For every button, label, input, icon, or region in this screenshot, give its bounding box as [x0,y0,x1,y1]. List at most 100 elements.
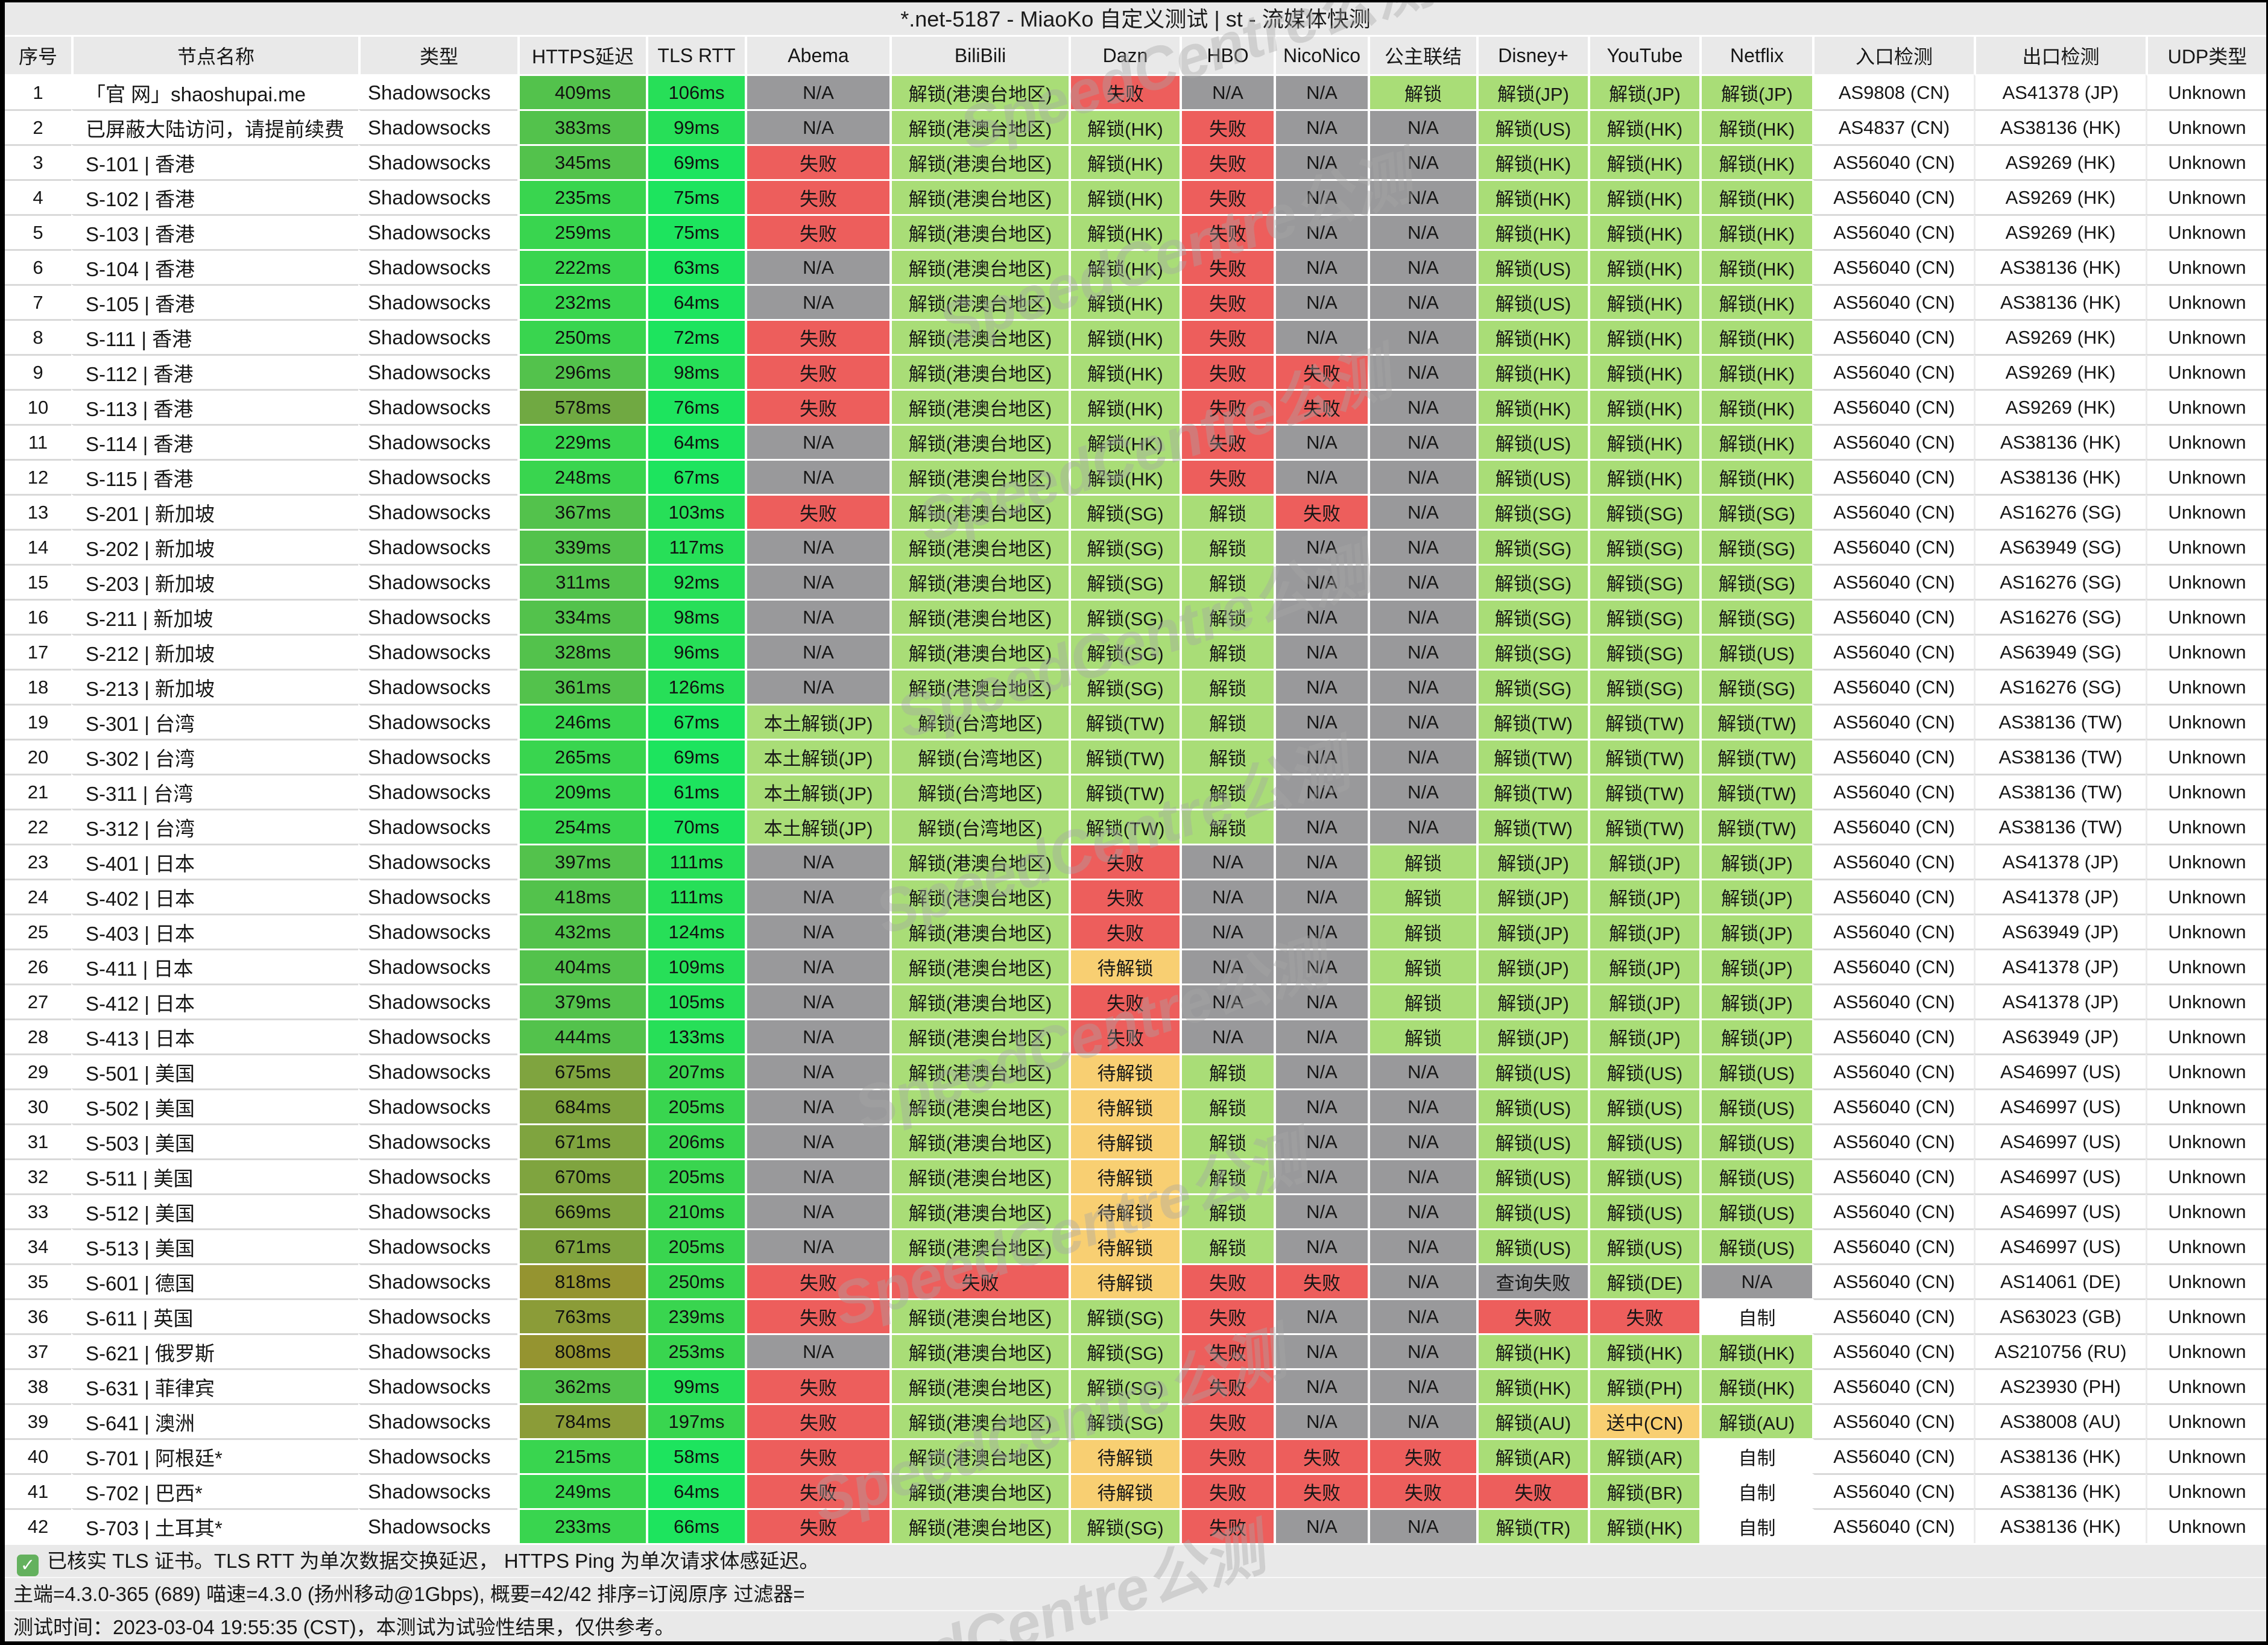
cell-dazn: 待解锁 [1069,949,1180,984]
cell-niconico: N/A [1274,599,1368,634]
cell-niconico: N/A [1274,984,1368,1018]
table-row: 35 S-601 | 德国 Shadowsocks 818ms 250ms 失败 失败 待解锁… [5,1263,2266,1298]
cell-name: S-212 | 新加坡 [71,634,358,669]
cell-hbo: 失败 [1180,459,1274,494]
cell-exit: AS46997 (US) [1974,1193,2146,1228]
cell-netflix: 解锁(HK) [1699,1368,1812,1403]
cell-name: S-503 | 美国 [71,1123,358,1158]
cell-netflix: 解锁(SG) [1699,529,1812,564]
column-header-youtube: YouTube [1588,37,1699,74]
cell-niconico: 失败 [1274,389,1368,424]
cell-entry: AS56040 (CN) [1812,249,1974,284]
table-row: 5 S-103 | 香港 Shadowsocks 259ms 75ms 失败 解锁(港澳台地… [5,214,2266,249]
cell-tls: 69ms [646,739,745,774]
cell-type: Shadowsocks [358,494,517,529]
cell-entry: AS56040 (CN) [1812,1158,1974,1193]
cell-name: S-402 | 日本 [71,879,358,914]
cell-youtube: 解锁(HK) [1588,249,1699,284]
cell-udp: Unknown [2146,1193,2266,1228]
cell-dazn: 待解锁 [1069,1228,1180,1263]
cell-udp: Unknown [2146,319,2266,354]
cell-bilibili: 解锁(港澳台地区) [889,1333,1069,1368]
cell-abema: N/A [745,1228,889,1263]
cell-youtube: 解锁(SG) [1588,599,1699,634]
cell-bilibili: 解锁(台湾地区) [889,739,1069,774]
cell-type: Shadowsocks [358,984,517,1018]
cell-exit: AS38136 (HK) [1974,424,2146,459]
cell-https: 432ms [517,914,646,949]
cell-type: Shadowsocks [358,1228,517,1263]
cell-disney: 解锁(US) [1476,1053,1588,1088]
cell-hbo: 解锁 [1180,1088,1274,1123]
cell-abema: 失败 [745,1403,889,1438]
cell-entry: AS56040 (CN) [1812,389,1974,424]
cell-no: 41 [5,1473,71,1508]
cell-entry: AS56040 (CN) [1812,494,1974,529]
cell-exit: AS16276 (SG) [1974,669,2146,704]
cell-type: Shadowsocks [358,354,517,389]
cell-entry: AS56040 (CN) [1812,1508,1974,1543]
cell-exit: AS41378 (JP) [1974,879,2146,914]
cell-bilibili: 解锁(港澳台地区) [889,984,1069,1018]
table-row: 33 S-512 | 美国 Shadowsocks 669ms 210ms N/A 解锁(港… [5,1193,2266,1228]
cell-tls: 75ms [646,214,745,249]
cell-netflix: 解锁(HK) [1699,424,1812,459]
cell-no: 38 [5,1368,71,1403]
cell-udp: Unknown [2146,879,2266,914]
cell-name: S-302 | 台湾 [71,739,358,774]
column-header-abema: Abema [745,37,889,74]
table-row: 28 S-413 | 日本 Shadowsocks 444ms 133ms N/A 解锁(港… [5,1018,2266,1053]
cell-no: 15 [5,564,71,599]
cell-dazn: 待解锁 [1069,1158,1180,1193]
cell-netflix: 解锁(SG) [1699,669,1812,704]
cell-disney: 解锁(HK) [1476,214,1588,249]
cell-dazn: 解锁(SG) [1069,564,1180,599]
cell-princess: N/A [1368,1333,1476,1368]
cell-name: S-202 | 新加坡 [71,529,358,564]
cell-abema: 失败 [745,1298,889,1333]
cell-udp: Unknown [2146,704,2266,739]
cell-princess: 解锁 [1368,1018,1476,1053]
cell-netflix: 解锁(TW) [1699,809,1812,844]
cell-youtube: 解锁(HK) [1588,214,1699,249]
cell-entry: AS56040 (CN) [1812,669,1974,704]
cell-niconico: N/A [1274,1298,1368,1333]
cell-abema: 失败 [745,1473,889,1508]
column-header-princess: 公主联结 [1368,37,1476,74]
cell-dazn: 失败 [1069,844,1180,879]
cell-exit: AS38136 (HK) [1974,1438,2146,1473]
cell-name: S-311 | 台湾 [71,774,358,809]
cell-princess: N/A [1368,319,1476,354]
cell-udp: Unknown [2146,1508,2266,1543]
table-row: 21 S-311 | 台湾 Shadowsocks 209ms 61ms 本土解锁(JP)… [5,774,2266,809]
cell-niconico: N/A [1274,1018,1368,1053]
cell-youtube: 解锁(JP) [1588,949,1699,984]
table-header: 序号 节点名称 类型 HTTPS延迟 TLS RTT Abema BiliBili Dazn H… [5,37,2266,74]
cell-hbo: 失败 [1180,1403,1274,1438]
cell-exit: AS9269 (HK) [1974,389,2146,424]
cell-princess: N/A [1368,1088,1476,1123]
cell-tls: 66ms [646,1508,745,1543]
cell-youtube: 解锁(JP) [1588,914,1699,949]
cell-bilibili: 解锁(港澳台地区) [889,669,1069,704]
cell-no: 40 [5,1438,71,1473]
cell-no: 39 [5,1403,71,1438]
cell-name: S-501 | 美国 [71,1053,358,1088]
cell-exit: AS63949 (JP) [1974,914,2146,949]
cell-abema: N/A [745,1053,889,1088]
cell-dazn: 待解锁 [1069,1473,1180,1508]
cell-name: S-621 | 俄罗斯 [71,1333,358,1368]
cell-type: Shadowsocks [358,739,517,774]
cell-dazn: 失败 [1069,74,1180,109]
cell-dazn: 失败 [1069,914,1180,949]
cell-exit: AS63949 (SG) [1974,634,2146,669]
cell-https: 669ms [517,1193,646,1228]
cell-abema: N/A [745,1193,889,1228]
cell-abema: 失败 [745,1263,889,1298]
cell-exit: AS41378 (JP) [1974,949,2146,984]
cell-tls: 67ms [646,704,745,739]
cell-netflix: 解锁(HK) [1699,1333,1812,1368]
cell-tls: 106ms [646,74,745,109]
cell-dazn: 解锁(HK) [1069,459,1180,494]
cell-hbo: 失败 [1180,1438,1274,1473]
